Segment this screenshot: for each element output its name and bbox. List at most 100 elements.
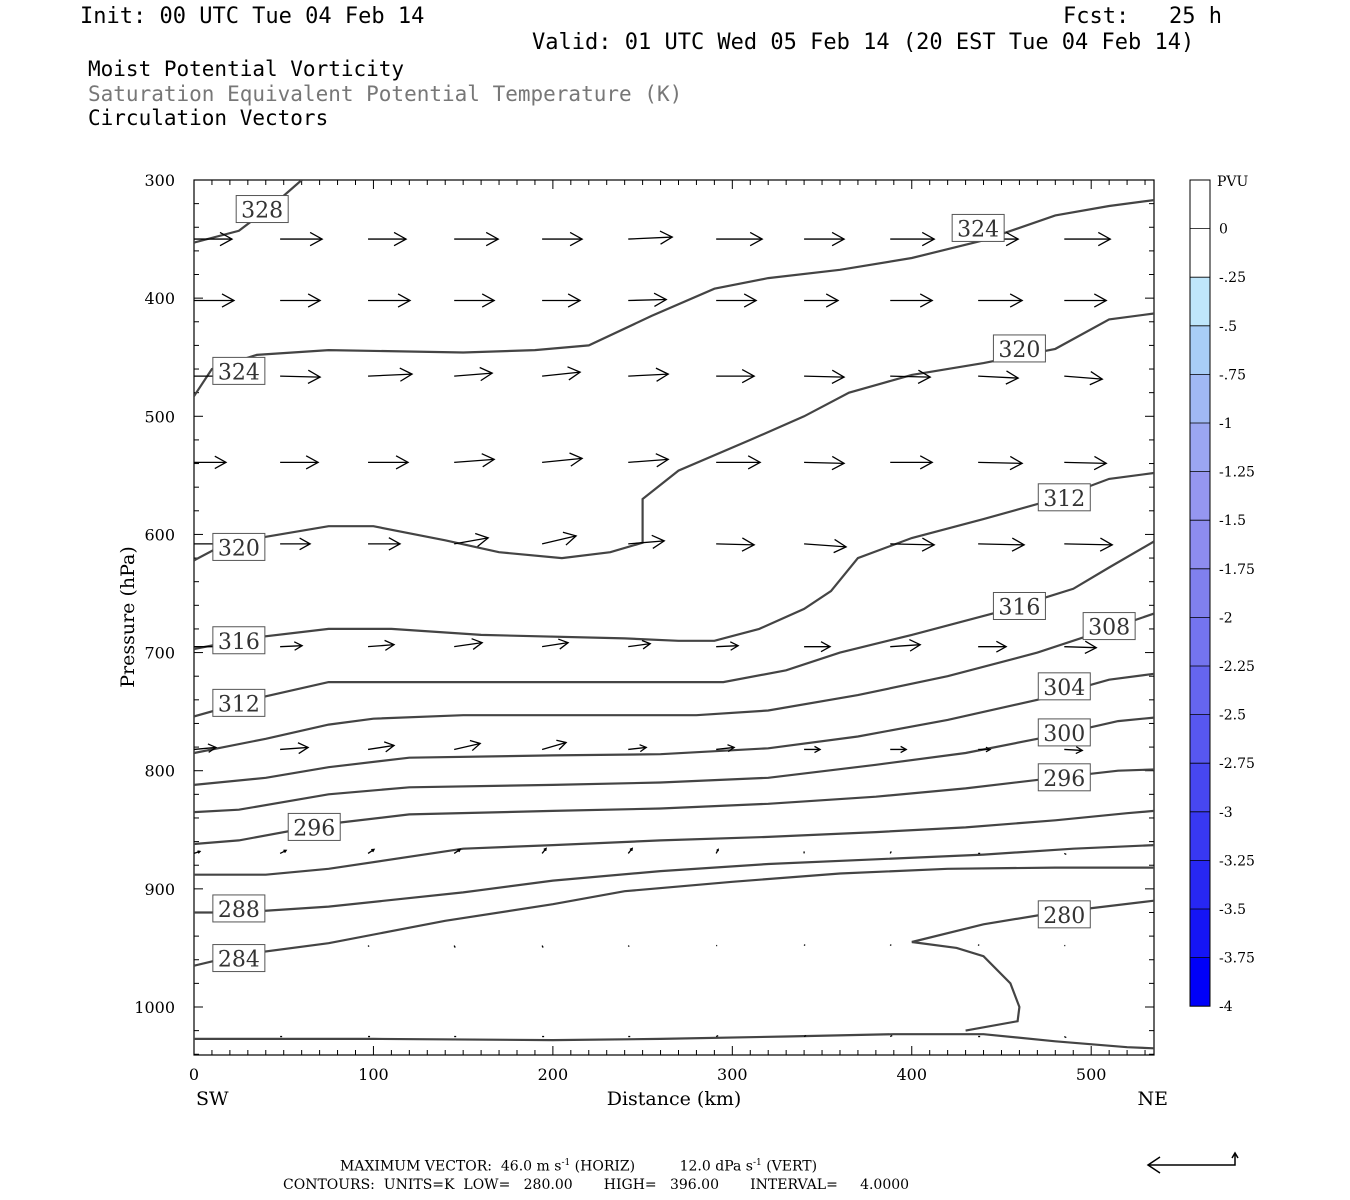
circulation-vector <box>803 944 806 947</box>
contours-info: CONTOURS: UNITS=K LOW= 280.00 HIGH= 396.… <box>283 1177 910 1193</box>
contour-label: 308 <box>1082 612 1136 641</box>
circulation-vector <box>280 293 322 308</box>
colorbar-label: -.5 <box>1219 319 1237 335</box>
circulation-vector <box>978 746 992 753</box>
circulation-vector <box>280 537 312 551</box>
contour-label-box <box>1037 900 1091 929</box>
isentrope-280b <box>911 940 1021 1032</box>
circulation-vector <box>804 369 846 384</box>
contour-label-text: 280 <box>1043 904 1085 929</box>
colorbar-label: -1.25 <box>1219 465 1255 481</box>
circulation-vector <box>890 455 934 470</box>
circulation-vector <box>453 945 456 948</box>
colorbar-segment <box>1190 714 1210 764</box>
max-vector-line: MAXIMUM VECTOR: 46.0 m s-1 (HORIZ) 12.0 … <box>340 1158 817 1175</box>
circulation-vector <box>1064 746 1084 755</box>
contour-label: 300 <box>1037 718 1091 747</box>
circulation-vector <box>978 537 1026 552</box>
circulation-vector <box>716 368 756 384</box>
circulation-vector <box>628 744 648 753</box>
circulation-vector <box>890 638 922 652</box>
colorbar-label: -2.5 <box>1219 708 1246 724</box>
colorbar-segment <box>1190 860 1210 909</box>
colorbar-label: -3.25 <box>1219 853 1255 869</box>
circulation-vector <box>1063 1035 1067 1039</box>
colorbar-title: PVU <box>1217 174 1249 190</box>
colorbar-segment <box>1190 180 1210 229</box>
contour-label: 288 <box>212 894 266 923</box>
colorbar-segment <box>1190 423 1210 472</box>
contour-label-text: 284 <box>218 948 260 973</box>
colorbar-label: -.25 <box>1219 270 1246 286</box>
y-tick-label: 600 <box>144 525 175 544</box>
circulation-vector <box>454 366 494 382</box>
circulation-vector <box>194 455 228 470</box>
colorbar-label: -3 <box>1219 805 1233 821</box>
forecast-hour: Fcst: 25 h <box>1063 4 1222 29</box>
circulation-vector <box>542 638 570 650</box>
isentrope-surface <box>194 1033 1154 1050</box>
circulation-vector <box>716 744 736 753</box>
circulation-vector <box>890 537 936 552</box>
contour-label: 304 <box>1037 672 1091 701</box>
circulation-vector <box>280 455 320 470</box>
circulation-vector <box>628 367 670 382</box>
circulation-vector <box>368 639 396 651</box>
circulation-vector <box>716 455 762 470</box>
contour-label: 328 <box>235 195 289 224</box>
circulation-vector <box>628 639 652 650</box>
contour-label-text: 308 <box>1088 616 1130 641</box>
circulation-vector <box>628 534 666 549</box>
colorbar-segment <box>1190 277 1210 326</box>
circulation-vector <box>804 641 832 653</box>
circulation-vector <box>280 742 310 755</box>
circulation-vector <box>1063 852 1067 855</box>
x-tick-label: 200 <box>538 1065 569 1084</box>
circulation-vector <box>715 1034 719 1038</box>
isentrope-280 <box>911 899 1154 944</box>
circulation-vector <box>978 640 1008 653</box>
y-tick-label: 400 <box>144 289 175 308</box>
x-tick-label: 500 <box>1076 1065 1107 1084</box>
contour-label-text: 296 <box>293 816 335 841</box>
contour-label-box <box>287 812 341 841</box>
circulation-vector <box>541 945 544 948</box>
colorbar-segment <box>1190 617 1210 666</box>
max-vert-value: 12.0 dPa s <box>679 1158 753 1175</box>
circulation-vector <box>368 293 412 308</box>
colorbar-label: -4 <box>1219 999 1233 1015</box>
contour-label: 312 <box>1037 483 1091 512</box>
colorbar-label: -3.5 <box>1219 902 1246 918</box>
contour-label-text: 312 <box>218 692 260 717</box>
circulation-vector <box>453 848 462 854</box>
circulation-vector <box>1064 455 1108 471</box>
circulation-vector <box>454 453 496 468</box>
y-axis-label: Pressure (hPa) <box>117 546 139 688</box>
contour-label: 280 <box>1037 900 1091 929</box>
isentrope-316 <box>194 471 1154 651</box>
contour-label-box <box>212 532 266 561</box>
circulation-vector <box>978 370 1020 385</box>
contour-label-text: 316 <box>218 630 260 655</box>
contour-label: 320 <box>212 532 266 561</box>
circulation-vector <box>541 739 568 751</box>
circulation-vector <box>715 848 719 854</box>
contour-label: 284 <box>212 944 266 973</box>
contour-label-text: 288 <box>218 898 260 923</box>
circulation-vector <box>628 292 668 307</box>
circulation-vector <box>541 531 578 546</box>
circulation-vector <box>804 455 846 471</box>
contour-label-text: 304 <box>1043 676 1085 701</box>
max-vert-unit: (VERT) <box>766 1158 818 1175</box>
colorbar-segment <box>1190 811 1210 861</box>
max-horiz-value: 46.0 m s <box>500 1158 562 1175</box>
contour-label-text: 316 <box>998 595 1040 620</box>
circulation-vector <box>454 231 500 247</box>
circulation-vector <box>368 455 410 470</box>
isentrope-320 <box>194 312 1154 562</box>
x-end-label-sw: SW <box>196 1088 229 1110</box>
circulation-vector <box>804 231 846 247</box>
init-time: Init: 00 UTC Tue 04 Feb 14 <box>80 4 425 29</box>
plot-frame <box>193 179 1155 1056</box>
circulation-vector <box>1064 537 1114 552</box>
